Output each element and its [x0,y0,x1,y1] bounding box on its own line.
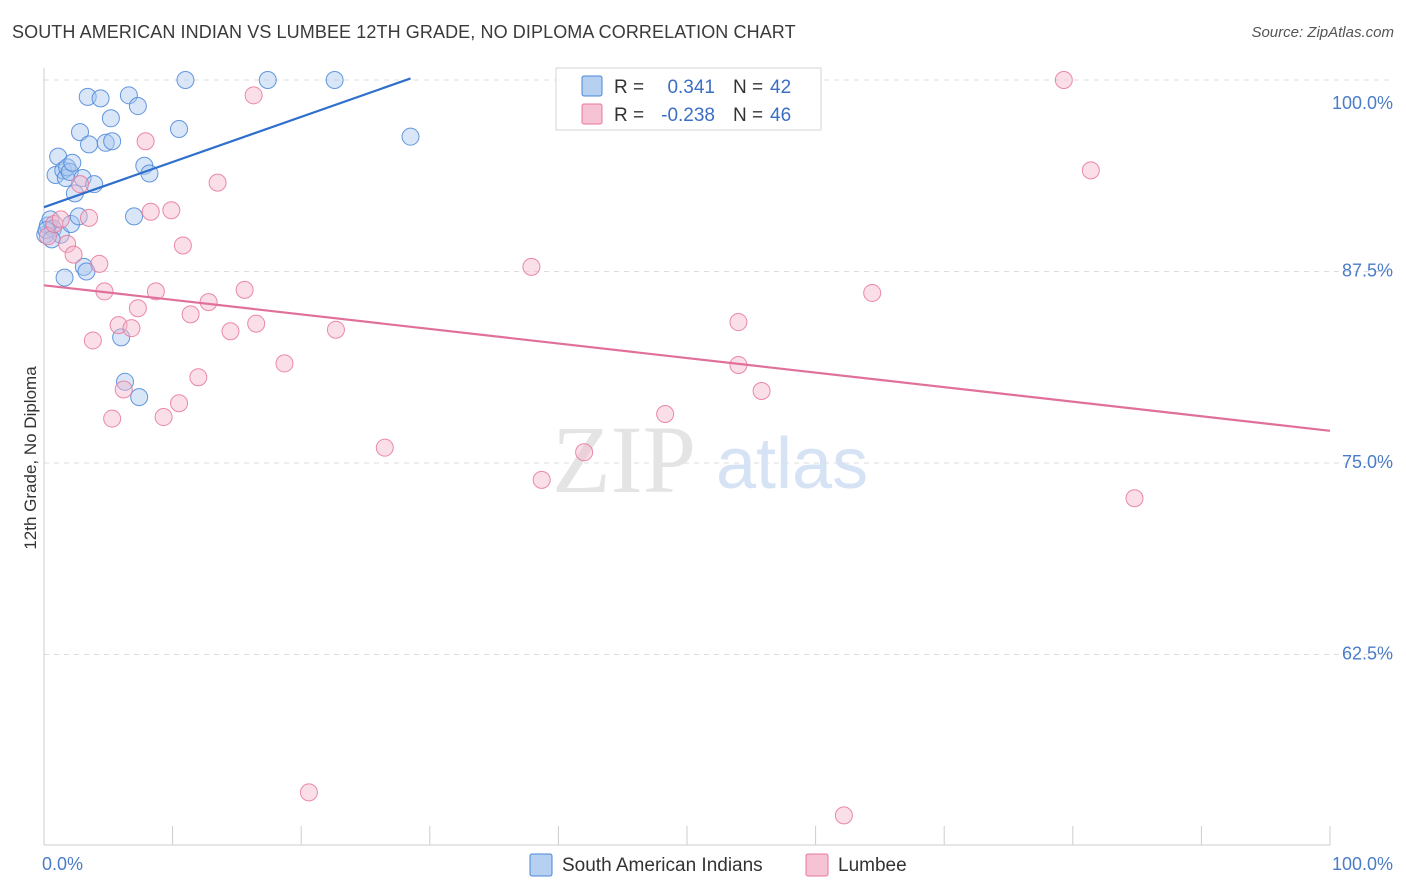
point-lumbee-18 [154,408,173,427]
point-lumbee-45 [1125,489,1144,508]
point-lumbee-40 [752,381,771,400]
point-lumbee-7 [83,331,102,350]
point-south-american-indians-26 [103,132,122,151]
point-south-american-indians-28 [116,372,135,391]
point-south-american-indians-32 [130,388,149,407]
bottom-legend-label-blue: South American Indians [562,855,763,876]
point-lumbee-35 [532,470,551,489]
gridlines [44,79,1392,655]
point-lumbee-10 [103,409,122,428]
trend-line-south-american-indians [43,77,411,209]
point-lumbee-38 [729,313,748,332]
legend-box: R = 0.341 N = 42 R = -0.238 N = 46 [555,67,822,131]
point-lumbee-22 [181,305,200,324]
point-south-american-indians-24 [96,133,115,152]
data-points [36,71,1144,825]
x-tick-labels: 0.0% 100.0% [42,854,1393,874]
point-lumbee-2 [51,210,70,229]
point-south-american-indians-35 [170,120,189,139]
y-tick-label-2: 75.0% [1342,452,1393,472]
point-lumbee-4 [64,245,83,264]
legend-r-value-blue: 0.341 [667,77,715,98]
point-lumbee-41 [834,806,853,825]
point-lumbee-14 [128,299,147,318]
source-credit: Source: ZipAtlas.com [1251,24,1394,41]
legend-n-value-pink: 46 [770,105,791,126]
point-lumbee-21 [173,236,192,255]
trend-line-lumbee [43,284,1331,432]
point-lumbee-34 [522,257,541,276]
watermark: ZIP atlas [552,406,868,513]
point-south-american-indians-30 [125,207,144,226]
point-south-american-indians-38 [325,71,344,89]
x-tick-label-1: 100.0% [1332,854,1393,874]
point-lumbee-23 [189,368,208,387]
legend-n-value-blue: 42 [770,77,791,98]
point-lumbee-25 [208,173,227,192]
point-lumbee-44 [1081,161,1100,180]
point-lumbee-17 [146,282,165,301]
y-tick-label-0: 100.0% [1332,93,1393,113]
legend-swatch-blue [581,75,603,97]
point-lumbee-26 [221,322,240,341]
y-tick-labels: 100.0% 87.5% 75.0% 62.5% [1332,93,1393,664]
chart-title: SOUTH AMERICAN INDIAN VS LUMBEE 12TH GRA… [12,22,796,42]
point-south-american-indians-18 [74,257,93,276]
watermark-zip: ZIP [552,406,696,513]
point-lumbee-36 [575,443,594,462]
point-lumbee-8 [90,254,109,273]
point-lumbee-6 [80,208,99,227]
point-lumbee-1 [45,215,64,234]
legend-r-label-pink: R = [614,105,644,126]
point-south-american-indians-8 [55,268,74,287]
y-axis-title: 12th Grade, No Diploma [21,366,40,550]
point-south-american-indians-39 [401,127,420,146]
point-lumbee-32 [326,320,345,339]
point-south-american-indians-25 [101,109,120,128]
legend-swatch-pink [581,103,603,125]
bottom-legend-swatch-pink [805,853,829,877]
point-lumbee-13 [122,319,141,338]
axes [43,68,1331,846]
point-lumbee-20 [170,394,189,413]
x-tick-label-0: 0.0% [42,854,83,874]
point-lumbee-27 [235,280,254,299]
point-south-american-indians-13 [63,153,82,172]
trend-lines [43,77,1331,432]
point-lumbee-5 [71,175,90,194]
point-south-american-indians-21 [80,135,99,154]
point-lumbee-15 [136,132,155,151]
point-lumbee-16 [141,202,160,221]
point-south-american-indians-31 [128,97,147,116]
bottom-legend-swatch-blue [529,853,553,877]
legend-n-label-blue: N = [733,77,763,98]
point-lumbee-31 [299,783,318,802]
point-south-american-indians-36 [176,71,195,89]
point-lumbee-33 [375,438,394,457]
point-lumbee-29 [247,314,266,333]
point-south-american-indians-16 [71,123,90,142]
point-south-american-indians-23 [91,89,110,108]
legend-r-value-pink: -0.238 [661,105,715,126]
point-lumbee-37 [656,404,675,423]
point-lumbee-3 [58,234,77,253]
point-lumbee-12 [114,380,133,399]
bottom-legend: South American Indians Lumbee [529,853,907,877]
point-lumbee-42 [863,283,882,302]
legend-n-label-pink: N = [733,105,763,126]
bottom-legend-label-pink: Lumbee [838,855,907,876]
y-tick-label-1: 87.5% [1342,260,1393,280]
point-lumbee-19 [162,201,181,220]
y-tick-label-3: 62.5% [1342,643,1393,663]
point-lumbee-28 [244,86,263,105]
point-south-american-indians-20 [78,87,97,106]
point-south-american-indians-37 [258,71,277,89]
watermark-atlas: atlas [716,424,868,504]
point-lumbee-30 [275,354,294,373]
legend-r-label-blue: R = [614,77,644,98]
point-lumbee-43 [1054,71,1073,89]
